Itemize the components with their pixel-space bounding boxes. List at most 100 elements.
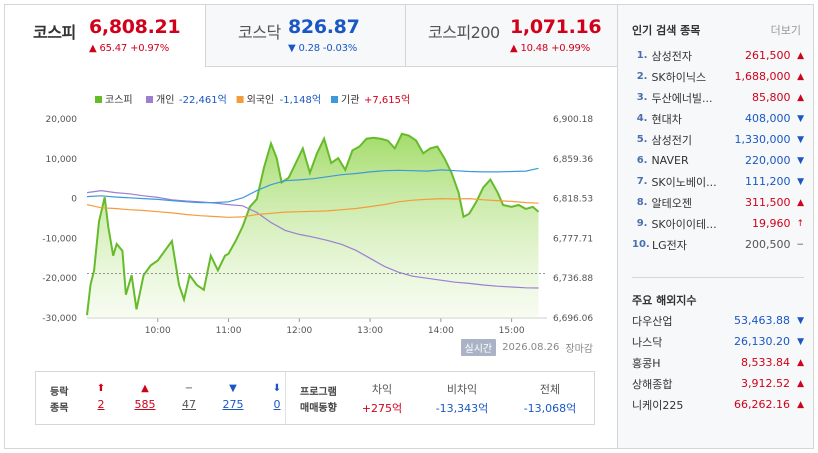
up-triangle-icon: ▲ bbox=[141, 383, 149, 394]
popular-name[interactable]: SK하이닉스 bbox=[651, 70, 707, 84]
change-arrow-icon: ▼ bbox=[797, 113, 804, 124]
change-arrow-icon: ▼ bbox=[797, 315, 804, 326]
world-index-item[interactable]: 나스닥 26,130.20 ▼ bbox=[632, 331, 804, 352]
x-tick-label: 14:00 bbox=[428, 326, 454, 336]
breadth-lower-limit[interactable]: ⬇ 0 bbox=[262, 372, 292, 411]
world-index-name[interactable]: 상해종합 bbox=[632, 377, 673, 391]
world-index-value: 8,533.84 bbox=[741, 356, 790, 369]
popular-item[interactable]: 10. LG전자 200,500− bbox=[632, 234, 804, 255]
tab-kosdaq-value: 826.87 bbox=[288, 16, 360, 38]
legend-swatch bbox=[331, 96, 338, 103]
popular-item[interactable]: 8. 알테오젠 311,500 ▲ bbox=[632, 192, 804, 213]
popular-name[interactable]: SK아이이테... bbox=[651, 217, 717, 231]
popular-price: 311,500 bbox=[744, 196, 791, 209]
breadth-flat[interactable]: − 47 bbox=[174, 372, 204, 411]
program-non-arbitrage-header: 비차익 bbox=[446, 383, 478, 396]
world-index-item[interactable]: 니케이225 66,262.16 ▲ bbox=[632, 394, 804, 415]
world-index-name[interactable]: 홍콩H bbox=[632, 356, 661, 370]
popular-name[interactable]: 삼성전자 bbox=[651, 49, 692, 63]
y-left-tick-label: -10,000 bbox=[42, 234, 77, 244]
tab-kospi[interactable]: 코스피 6,808.21 ▲ 65.47 +0.97% bbox=[5, 5, 205, 67]
more-link[interactable]: 더보기 bbox=[770, 24, 801, 37]
breadth-fall[interactable]: ▼ 275 bbox=[218, 372, 248, 411]
popular-item[interactable]: 3. 두산에너빌... 85,800 ▲ bbox=[632, 87, 804, 108]
sidebar-divider bbox=[632, 277, 804, 278]
world-index-name[interactable]: 나스닥 bbox=[632, 335, 663, 349]
popular-name[interactable]: 두산에너빌... bbox=[651, 91, 713, 105]
world-index-value: 26,130.20 bbox=[734, 335, 790, 348]
tab-kospi200-name: 코스피200 bbox=[428, 23, 500, 42]
tab-kosdaq-name: 코스닥 bbox=[238, 23, 281, 42]
tab-kospi-name: 코스피 bbox=[33, 23, 76, 42]
tab-kosdaq[interactable]: 코스닥 826.87 ▼ 0.28 -0.03% bbox=[205, 5, 405, 67]
breadth-label-bottom: 종목 bbox=[50, 403, 69, 414]
popular-rank: 5. bbox=[636, 134, 648, 145]
timestamp-date: 2026.08.26 bbox=[502, 342, 560, 353]
y-left-tick-label: 10,000 bbox=[46, 155, 78, 165]
popular-name[interactable]: NAVER bbox=[651, 154, 689, 167]
popular-item[interactable]: 9. SK아이이테... 19,960 ↑ bbox=[632, 213, 804, 234]
popular-name[interactable]: SK이노베이... bbox=[651, 175, 717, 189]
popular-name[interactable]: LG전자 bbox=[652, 238, 687, 252]
breadth-upper-limit-count[interactable]: 2 bbox=[97, 398, 105, 411]
change-arrow-icon: ▲ bbox=[797, 197, 804, 208]
change-arrow-icon: − bbox=[796, 239, 804, 250]
change-arrow-icon: ▲ bbox=[797, 92, 804, 103]
y-right-tick-label: 6,859.36 bbox=[553, 155, 593, 165]
sidebar: 인기 검색 종목 더보기 1. 삼성전자 261,500 ▲ 2. SK하이닉스 1,688… bbox=[617, 5, 813, 448]
popular-item[interactable]: 7. SK이노베이... 111,200 ▼ bbox=[632, 171, 804, 192]
popular-item[interactable]: 4. 현대차 408,000 ▼ bbox=[632, 108, 804, 129]
popular-name[interactable]: 삼성전기 bbox=[651, 133, 692, 147]
popular-rank: 6. bbox=[636, 155, 648, 166]
popular-item[interactable]: 5. 삼성전기 1,330,000 ▼ bbox=[632, 129, 804, 150]
breadth-upper-limit[interactable]: ⬆ 2 bbox=[86, 372, 116, 411]
chart-plot bbox=[86, 132, 547, 318]
world-index-name[interactable]: 니케이225 bbox=[632, 398, 684, 412]
legend-swatch bbox=[146, 96, 153, 103]
breadth-flat-count[interactable]: 47 bbox=[182, 398, 196, 411]
world-index-name[interactable]: 다우산업 bbox=[632, 314, 673, 328]
series-line-코스피 bbox=[86, 132, 540, 316]
popular-item[interactable]: 2. SK하이닉스 1,688,000 ▲ bbox=[632, 66, 804, 87]
legend-value: -22,461억 bbox=[179, 94, 227, 106]
y-right-tick-label: 6,777.71 bbox=[553, 234, 593, 244]
legend-label: 개인 bbox=[156, 94, 174, 106]
change-arrow-icon: ▲ bbox=[797, 357, 804, 368]
x-tick-label: 10:00 bbox=[145, 326, 171, 336]
legend-label: 외국인 bbox=[247, 94, 275, 106]
tab-kospi-value: 6,808.21 bbox=[89, 16, 181, 38]
legend-label: 기관 bbox=[341, 94, 359, 106]
program-arbitrage-value: +275억 bbox=[361, 402, 403, 415]
legend-swatch bbox=[236, 96, 244, 103]
x-tick-label: 13:00 bbox=[357, 326, 383, 336]
dash-icon: − bbox=[184, 383, 194, 394]
breadth-rise-count[interactable]: 585 bbox=[134, 398, 156, 411]
popular-item[interactable]: 1. 삼성전자 261,500 ▲ bbox=[632, 45, 804, 66]
x-tick-label: 12:00 bbox=[286, 326, 312, 336]
popular-rank: 7. bbox=[636, 176, 648, 187]
double-down-arrow-icon: ⬇ bbox=[272, 383, 282, 394]
world-index-item[interactable]: 상해종합 3,912.52 ▲ bbox=[632, 373, 804, 394]
popular-name[interactable]: 알테오젠 bbox=[651, 196, 692, 210]
y-right-tick-label: 6,818.53 bbox=[553, 195, 593, 205]
popular-item[interactable]: 6. NAVER 220,000 ▼ bbox=[632, 150, 804, 171]
world-index-item[interactable]: 다우산업 53,463.88 ▼ bbox=[632, 310, 804, 331]
tab-kosdaq-change: ▼ 0.28 -0.03% bbox=[288, 43, 358, 54]
change-arrow-icon: ▼ bbox=[797, 336, 804, 347]
popular-price: 220,000 bbox=[744, 154, 791, 167]
popular-name[interactable]: 현대차 bbox=[651, 112, 682, 126]
y-right-tick-label: 6,736.88 bbox=[553, 274, 593, 284]
tab-kospi200[interactable]: 코스피200 1,071.16 ▲ 10.48 +0.99% bbox=[405, 5, 617, 67]
program-non-arbitrage-value: -13,343억 bbox=[435, 402, 489, 415]
program-label-bottom: 매매동향 bbox=[300, 403, 337, 414]
popular-price: 19,960 bbox=[751, 217, 791, 230]
realtime-badge[interactable]: 실시간 bbox=[460, 339, 497, 356]
breadth-lower-limit-count[interactable]: 0 bbox=[273, 398, 281, 411]
world-index-item[interactable]: 홍콩H 8,533.84 ▲ bbox=[632, 352, 804, 373]
breadth-fall-count[interactable]: 275 bbox=[222, 398, 244, 411]
breadth-rise[interactable]: ▲ 585 bbox=[130, 372, 160, 411]
popular-rank: 8. bbox=[636, 197, 648, 208]
popular-rank: 2. bbox=[636, 71, 648, 82]
legend-value: -1,148억 bbox=[280, 94, 321, 106]
program-total-value: -13,068억 bbox=[523, 402, 577, 415]
